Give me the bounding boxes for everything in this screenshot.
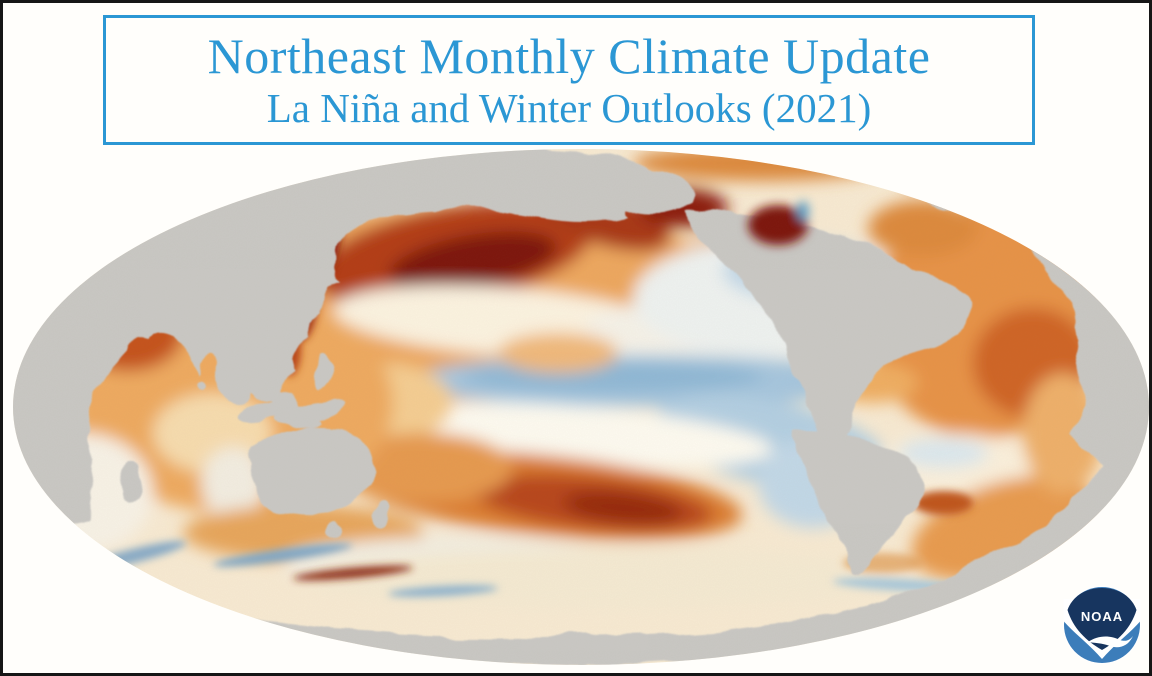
globe-projection bbox=[13, 149, 1149, 665]
noaa-logo-sky bbox=[1067, 588, 1137, 650]
sst-anomaly-map bbox=[3, 3, 1149, 673]
noaa-logo: NOAA bbox=[1063, 586, 1141, 664]
map-grain-texture bbox=[13, 149, 1149, 665]
noaa-logo-text: NOAA bbox=[1081, 609, 1123, 624]
page-subtitle: La Niña and Winter Outlooks (2021) bbox=[266, 85, 872, 131]
sst-anomaly-map-svg bbox=[13, 149, 1149, 665]
title-box: Northeast Monthly Climate Update La Niña… bbox=[103, 15, 1035, 145]
seagull-icon bbox=[1088, 636, 1133, 648]
page-title: Northeast Monthly Climate Update bbox=[207, 28, 931, 84]
